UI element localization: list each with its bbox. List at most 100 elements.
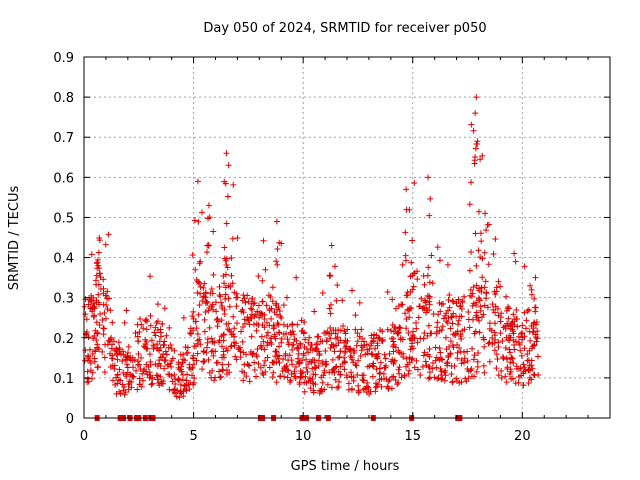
data-point bbox=[244, 360, 251, 367]
data-point bbox=[445, 314, 452, 321]
data-point bbox=[198, 209, 205, 216]
data-point bbox=[305, 361, 312, 368]
data-point bbox=[154, 318, 161, 325]
data-point bbox=[95, 345, 102, 352]
data-point bbox=[100, 325, 107, 332]
data-point bbox=[179, 371, 186, 378]
data-point bbox=[510, 311, 517, 318]
data-point bbox=[519, 336, 526, 343]
data-point bbox=[384, 326, 391, 333]
data-point bbox=[319, 290, 326, 297]
data-point bbox=[266, 364, 273, 371]
data-point bbox=[425, 375, 432, 382]
data-point bbox=[395, 303, 402, 310]
data-point bbox=[231, 325, 238, 332]
data-point bbox=[346, 345, 353, 352]
data-point bbox=[115, 339, 122, 346]
data-point bbox=[261, 324, 268, 331]
data-point bbox=[311, 357, 318, 364]
data-point bbox=[458, 306, 465, 313]
data-point bbox=[215, 339, 222, 346]
data-point bbox=[518, 352, 525, 359]
data-point bbox=[195, 218, 202, 225]
data-point bbox=[352, 326, 359, 333]
data-point bbox=[334, 384, 341, 391]
data-point bbox=[411, 364, 418, 371]
data-point bbox=[135, 338, 142, 345]
data-point bbox=[277, 313, 284, 320]
data-point bbox=[264, 329, 271, 336]
data-point bbox=[194, 340, 201, 347]
data-point bbox=[226, 303, 233, 310]
data-point bbox=[428, 330, 435, 337]
data-point bbox=[179, 359, 186, 366]
data-point bbox=[354, 330, 361, 337]
data-point bbox=[261, 362, 268, 369]
data-point bbox=[327, 324, 334, 331]
data-point bbox=[226, 369, 233, 376]
data-point bbox=[507, 359, 514, 366]
data-point bbox=[461, 349, 468, 356]
data-point bbox=[394, 381, 401, 388]
data-point bbox=[254, 308, 261, 315]
data-point bbox=[143, 368, 150, 375]
data-point bbox=[168, 357, 175, 364]
data-point bbox=[451, 332, 458, 339]
x-axis-label: GPS time / hours bbox=[291, 459, 400, 474]
data-point bbox=[492, 291, 499, 298]
data-point bbox=[273, 258, 280, 265]
data-point bbox=[332, 263, 339, 270]
data-point bbox=[360, 377, 367, 384]
data-point bbox=[205, 202, 212, 209]
data-point bbox=[390, 343, 397, 350]
data-point bbox=[489, 301, 496, 308]
data-point bbox=[508, 375, 515, 382]
data-point bbox=[319, 379, 326, 386]
data-point bbox=[469, 302, 476, 309]
data-point bbox=[234, 234, 241, 241]
data-point bbox=[259, 370, 266, 377]
data-point bbox=[245, 317, 252, 324]
data-point bbox=[341, 366, 348, 373]
data-point bbox=[96, 321, 103, 328]
data-point bbox=[432, 344, 439, 351]
data-point bbox=[445, 352, 452, 359]
data-point bbox=[368, 350, 375, 357]
data-point bbox=[182, 386, 189, 393]
data-point bbox=[404, 291, 411, 298]
data-point bbox=[163, 351, 170, 358]
data-point bbox=[191, 217, 198, 224]
data-point bbox=[255, 273, 262, 280]
data-point bbox=[258, 333, 265, 340]
data-point bbox=[137, 366, 144, 373]
data-point bbox=[251, 359, 258, 366]
data-point bbox=[269, 284, 276, 291]
data-point bbox=[506, 332, 513, 339]
data-point bbox=[453, 313, 460, 320]
data-point bbox=[211, 377, 218, 384]
data-point bbox=[124, 349, 131, 356]
data-point bbox=[202, 308, 209, 315]
data-point bbox=[532, 321, 539, 328]
data-point bbox=[513, 306, 520, 313]
data-point bbox=[154, 376, 161, 383]
data-point bbox=[228, 255, 235, 262]
data-point bbox=[83, 332, 90, 339]
data-point bbox=[82, 296, 89, 303]
data-point bbox=[176, 394, 183, 401]
data-point bbox=[239, 306, 246, 313]
data-point bbox=[471, 352, 478, 359]
data-point bbox=[470, 356, 477, 363]
data-point bbox=[85, 301, 92, 308]
data-point bbox=[290, 331, 297, 338]
data-point bbox=[299, 373, 306, 380]
data-point bbox=[473, 282, 480, 289]
data-point bbox=[374, 342, 381, 349]
data-point bbox=[395, 379, 402, 386]
data-point bbox=[474, 314, 481, 321]
data-point bbox=[193, 357, 200, 364]
data-point bbox=[261, 316, 268, 323]
data-point bbox=[350, 359, 357, 366]
data-point bbox=[424, 272, 431, 279]
data-point bbox=[410, 328, 417, 335]
